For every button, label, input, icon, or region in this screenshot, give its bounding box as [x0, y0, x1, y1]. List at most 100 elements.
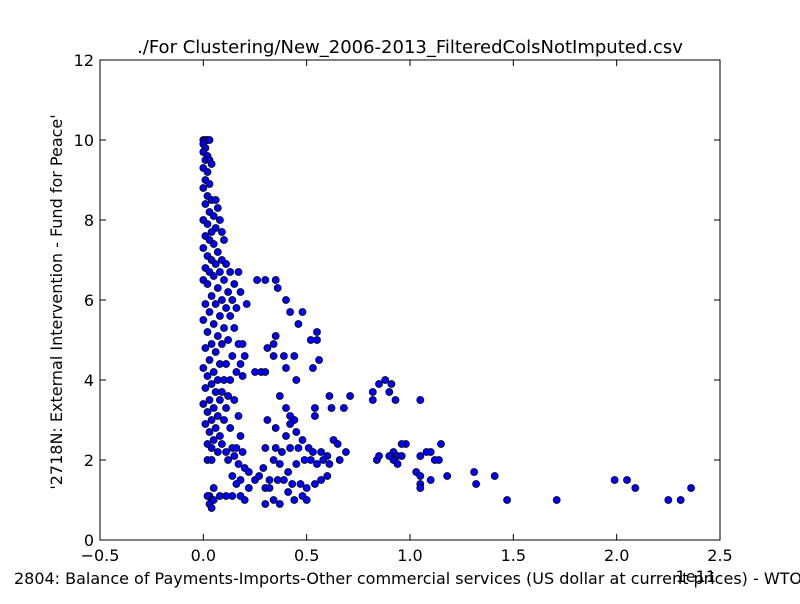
data-point [397, 440, 406, 448]
data-point [207, 228, 216, 236]
data-point [230, 280, 239, 288]
data-point [209, 240, 218, 248]
data-point [310, 404, 319, 412]
data-point [269, 456, 278, 464]
data-point [228, 492, 237, 500]
data-points [199, 136, 695, 512]
data-point [205, 356, 214, 364]
data-point [211, 424, 220, 432]
data-point [228, 352, 237, 360]
data-point [306, 456, 315, 464]
data-point [687, 484, 695, 492]
data-point [294, 444, 303, 452]
data-point [282, 296, 290, 304]
data-point [315, 356, 324, 364]
data-point [207, 340, 216, 348]
data-point [222, 448, 231, 456]
data-point [207, 380, 216, 388]
data-point [207, 160, 216, 168]
x-tick-label: 0.0 [191, 546, 216, 565]
data-point [232, 304, 241, 312]
data-point [335, 456, 344, 464]
data-point [222, 260, 231, 268]
data-point [230, 324, 239, 332]
data-point [209, 212, 218, 220]
data-point [242, 300, 251, 308]
data-point [271, 276, 280, 284]
data-point [269, 340, 278, 348]
data-point [490, 472, 499, 480]
data-point [215, 432, 224, 440]
data-point [416, 396, 425, 404]
data-point [213, 448, 222, 456]
data-point [310, 480, 319, 488]
y-tick-label: 4 [84, 371, 94, 390]
data-point [676, 496, 685, 504]
data-point [333, 440, 342, 448]
data-point [472, 480, 481, 488]
data-point [232, 480, 241, 488]
data-point [222, 360, 231, 368]
data-point [199, 316, 208, 324]
data-point [393, 460, 402, 468]
data-point [207, 504, 216, 512]
data-point [226, 312, 235, 320]
data-point [205, 396, 214, 404]
data-point [203, 372, 212, 380]
data-point [199, 184, 208, 192]
data-point [228, 296, 237, 304]
data-point [286, 308, 295, 316]
data-point [201, 384, 210, 392]
data-point [215, 312, 224, 320]
data-point [205, 308, 214, 316]
data-point [238, 448, 247, 456]
data-point [308, 364, 317, 372]
data-point [230, 452, 239, 460]
data-point [263, 344, 272, 352]
data-point [437, 440, 445, 448]
data-point [211, 196, 220, 204]
data-point [434, 456, 443, 464]
data-point [213, 412, 222, 420]
data-point [341, 448, 350, 456]
data-point [199, 244, 208, 252]
data-point [215, 268, 224, 276]
data-point [286, 420, 295, 428]
data-point [443, 472, 452, 480]
data-point [271, 424, 280, 432]
data-point [236, 288, 245, 296]
data-point [199, 364, 208, 372]
data-point [273, 284, 282, 292]
data-point [317, 476, 326, 484]
data-point [238, 372, 247, 380]
data-point [387, 380, 396, 388]
data-point [217, 228, 226, 236]
data-point [205, 180, 214, 188]
data-point [238, 340, 247, 348]
data-point [327, 404, 336, 412]
data-point [259, 464, 268, 472]
data-point [215, 216, 224, 224]
data-point [220, 416, 228, 424]
data-point [271, 332, 280, 340]
data-point [470, 468, 479, 476]
data-point [234, 460, 243, 468]
y-tick-label: 0 [84, 531, 94, 550]
data-point [302, 496, 311, 504]
data-point [319, 456, 328, 464]
data-point [631, 484, 640, 492]
data-point [205, 428, 214, 436]
data-point [313, 336, 321, 344]
x-tick-label: 2.5 [707, 546, 732, 565]
data-point [416, 484, 425, 492]
data-point [623, 476, 631, 484]
data-point [339, 404, 348, 412]
x-axis-label: 2804: Balance of Payments-Imports-Other … [14, 569, 800, 588]
data-point [275, 392, 284, 400]
data-point [201, 344, 210, 352]
data-point [368, 388, 377, 396]
data-point [375, 452, 383, 460]
data-point [286, 444, 295, 452]
data-point [275, 500, 284, 508]
data-point [261, 368, 270, 376]
